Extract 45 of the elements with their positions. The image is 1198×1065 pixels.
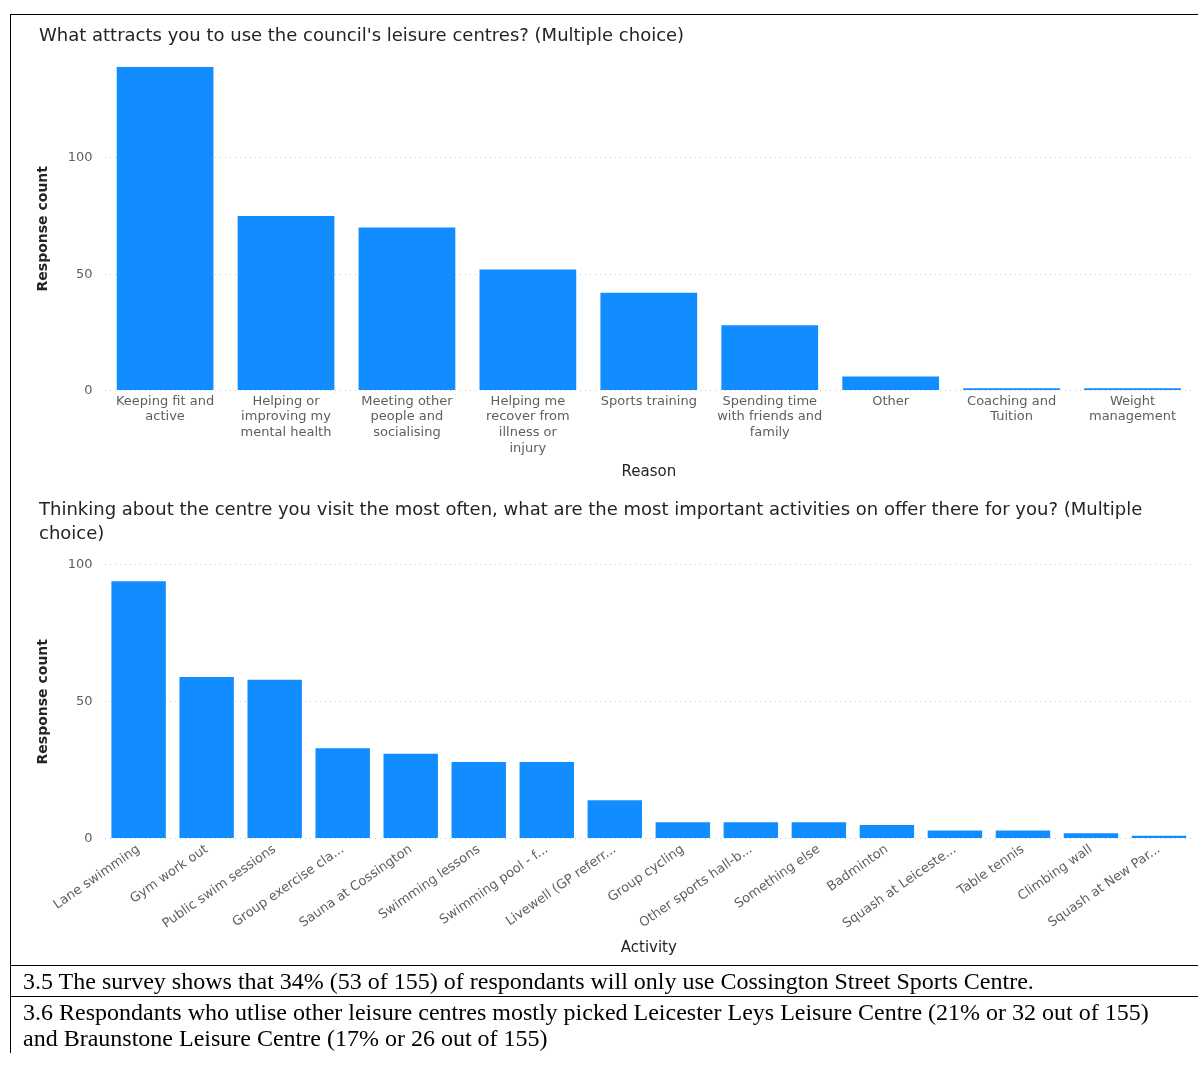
bar [179,677,234,839]
bar [859,824,915,839]
bar [655,822,711,839]
x-axis-title: Activity [620,937,677,956]
chart-title: Thinking about the centre you visit the most often, what are the most important activities on offer there for you? (Multiple choice) [38,497,1144,545]
chart-title: What attracts you to use the council's leisure centres? (Multiple choice) [38,23,686,47]
bar [451,761,506,839]
bar [587,800,642,839]
y-axis-title: Response count [34,165,51,292]
x-tick-label: Keeping fit and active [115,392,215,424]
x-tick-label: Meeting other people and socialising [361,392,454,439]
bar [600,292,698,391]
bar [383,753,438,839]
bar [111,581,166,839]
x-tick-label: Helping me recover from illness or injury [486,392,570,455]
text: 3.6 Respondants who utlise other leisure centres mostly picked Leicester Leys Leisure Centre (21% or 32 out of 155) and Braunstone Leisure Centre (17% or 26 out of 155) [11,996,1198,1053]
bar [927,830,983,839]
x-tick-label: Other [872,392,910,408]
bar [519,761,574,839]
y-axis-title: Response count [34,638,51,765]
bar [842,376,940,391]
bar [791,822,847,839]
bar [721,325,819,391]
y-tick-label: 100 [67,556,93,572]
x-tick-label: Spending time with friends and family [717,392,823,439]
bar [116,66,214,391]
text: 3.5 The survey shows that 34% (53 of 155) of respondants will only use Cossington Street Sports Centre. [11,965,1198,996]
x-tick-label: Sports training [600,392,697,408]
bar [315,748,370,839]
x-axis-title: Reason [621,461,677,480]
y-tick-label: 100 [67,149,93,165]
bar [1063,833,1119,839]
x-tick-label: Weight management [1088,392,1177,424]
y-tick-label: 50 [76,265,93,281]
x-tick-label: Coaching and Tuition [967,392,1057,424]
bar [479,269,577,391]
bar [237,215,335,391]
x-tick-label: Helping or improving my mental health [240,392,332,439]
bar [723,822,779,839]
bar [995,830,1051,839]
y-tick-label: 0 [84,381,93,397]
y-tick-label: 0 [84,829,93,845]
bar [358,227,456,391]
y-tick-label: 50 [76,693,93,709]
bar [247,679,302,839]
